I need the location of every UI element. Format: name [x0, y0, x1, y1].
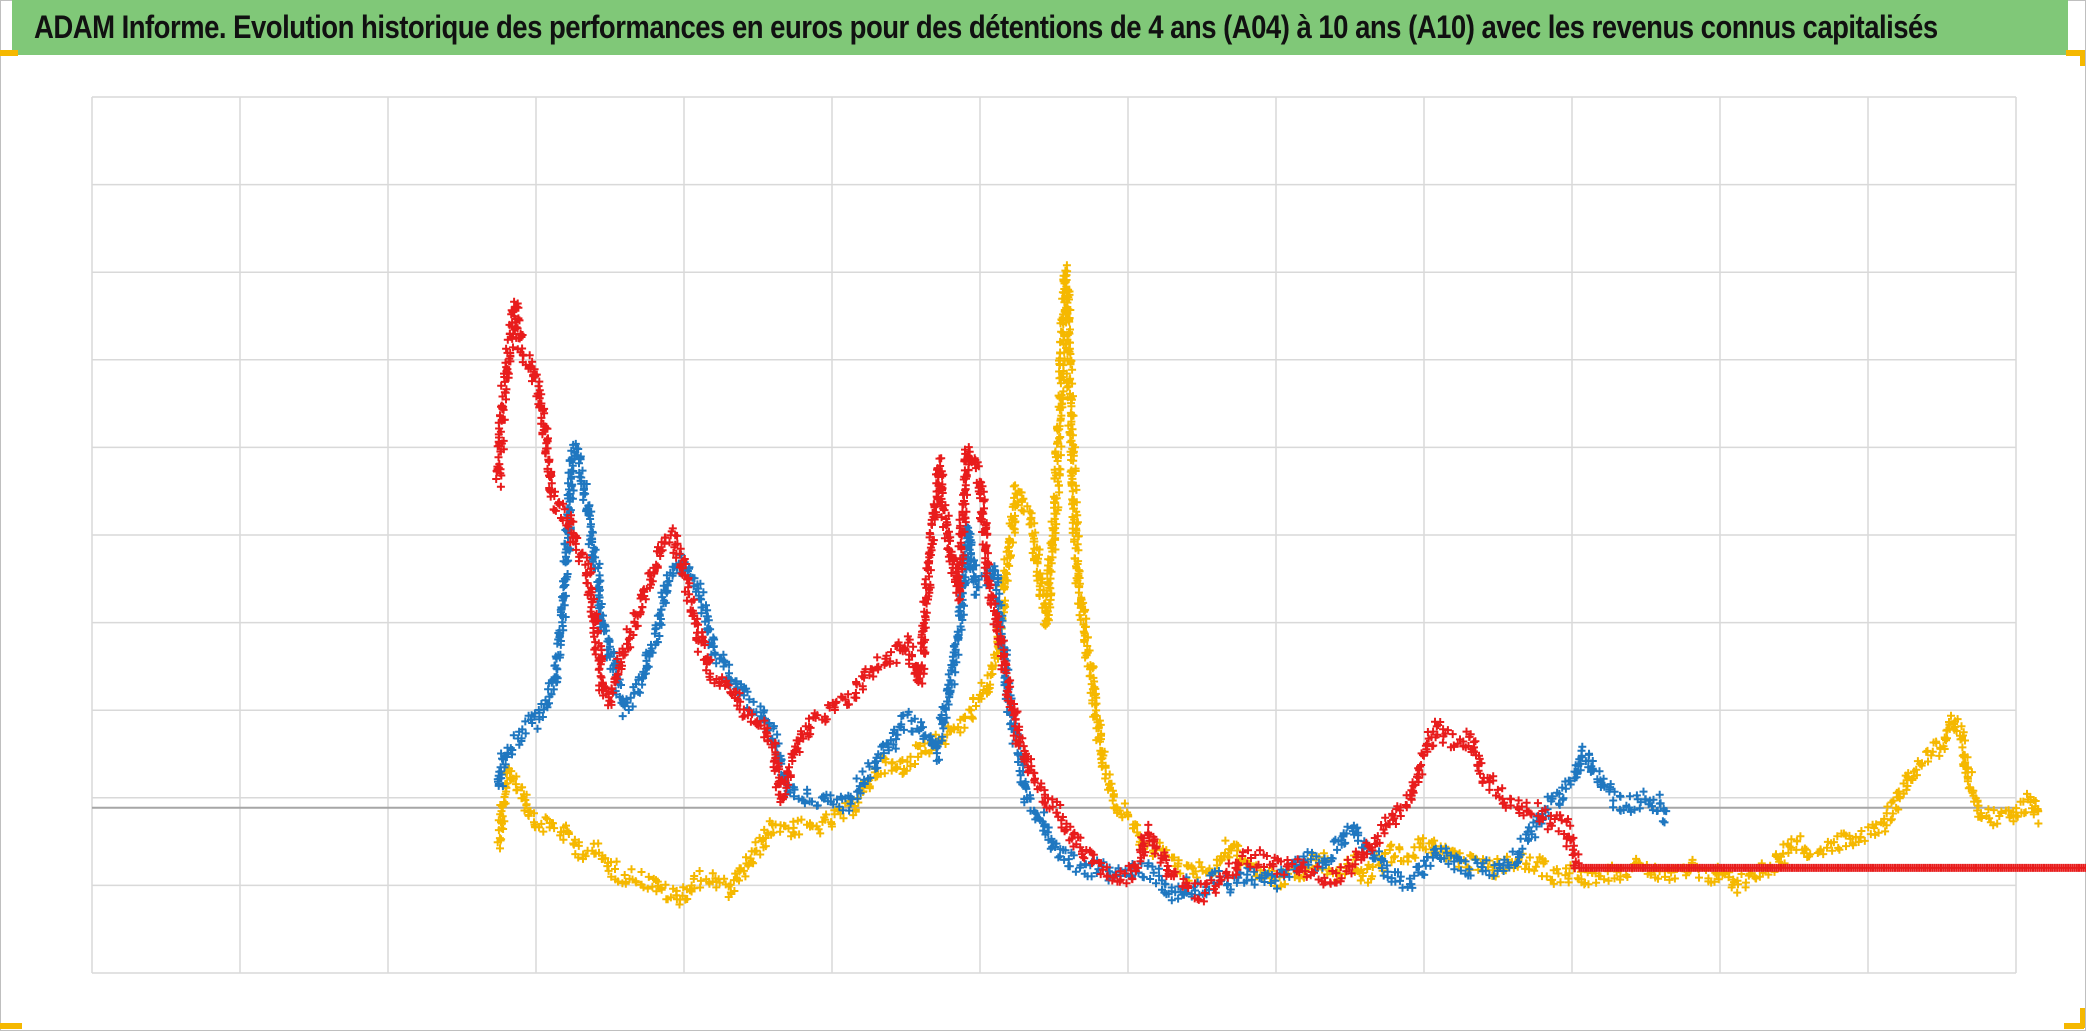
- series-0-markers: [493, 261, 2043, 909]
- corner-mark-bottom-left: [0, 1023, 22, 1029]
- chart-title-bar: ADAM Informe. Evolution historique des p…: [12, 0, 2068, 55]
- corner-mark-bottom-right-side: [2080, 1008, 2085, 1028]
- series-2-markers: [492, 297, 2086, 906]
- series-2: [492, 297, 2086, 906]
- series-1-markers: [493, 439, 1671, 905]
- series-1: [493, 439, 1671, 905]
- corner-mark-top-left: [0, 50, 18, 56]
- corner-mark-bottom-right: [2064, 1023, 2084, 1029]
- series-0: [493, 261, 2043, 909]
- chart-title: ADAM Informe. Evolution historique des p…: [34, 9, 1938, 45]
- corner-mark-top-right: [2066, 50, 2084, 56]
- corner-mark-right-side: [2080, 50, 2085, 66]
